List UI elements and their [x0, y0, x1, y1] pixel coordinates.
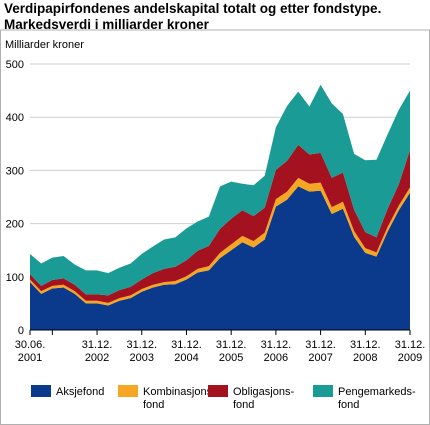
legend-label: Aksjefond	[56, 386, 104, 398]
legend-label: Pengemarkeds-	[338, 386, 416, 398]
x-tick-label: 31.12.	[126, 339, 157, 351]
area-pengemarkedsfond	[30, 84, 410, 296]
chart-title: Verdipapirfondenes andelskapital totalt …	[4, 1, 428, 33]
x-tick-label: 2007	[308, 352, 332, 364]
x-tick-label: 31.12.	[82, 339, 113, 351]
y-tick-label: 0	[18, 325, 24, 337]
x-tick-label: 31.12.	[261, 339, 292, 351]
legend-swatch	[118, 385, 138, 397]
legend-swatch	[313, 385, 333, 397]
x-tick-label: 2008	[353, 352, 377, 364]
legend: Aksjefond Kombinasjons-fondObligasjons-fo…	[31, 385, 416, 411]
legend-swatch	[31, 385, 51, 397]
axes	[29, 329, 411, 335]
y-tick-label: 100	[6, 272, 24, 284]
x-tick-label: 31.12.	[171, 339, 202, 351]
legend-label: fond	[233, 399, 254, 411]
legend-label: Obligasjons-	[233, 386, 294, 398]
y-axis-label: Milliarder kroner	[5, 39, 84, 51]
chart-title-line1: Verdipapirfondenes andelskapital totalt …	[4, 1, 382, 16]
x-tick-label: 31.12.	[305, 339, 336, 351]
legend-label: fond	[338, 399, 359, 411]
x-tick-label: 2006	[264, 352, 288, 364]
x-tick-label: 2009	[398, 352, 422, 364]
x-tick-label: 2003	[130, 352, 154, 364]
x-tick-label: 31.12.	[216, 339, 247, 351]
y-tick-label: 200	[6, 219, 24, 231]
y-tick-label: 300	[6, 165, 24, 177]
y-tick-label: 400	[6, 112, 24, 124]
area-obligasjonsfond	[30, 144, 410, 303]
area-series	[30, 84, 410, 330]
legend-label: fond	[143, 399, 164, 411]
legend-label: Kombinasjons-	[143, 386, 216, 398]
x-tick-label: 2002	[85, 352, 109, 364]
y-tick-labels: 0 100 200 300 400 500	[6, 59, 24, 337]
x-tick-label: 2004	[174, 352, 198, 364]
x-tick-label: 30.06.	[15, 339, 46, 351]
x-tick-label: 2001	[18, 352, 42, 364]
x-tick-label: 31.12.	[350, 339, 381, 351]
y-tick-label: 500	[6, 59, 24, 71]
x-tick-label: 2005	[219, 352, 243, 364]
x-tick-labels: 30.06.200131.12.200231.12.200331.12.2004…	[15, 339, 426, 364]
chart-title-line2: Markedsverdi i milliarder kroner	[4, 17, 209, 32]
x-tick-label: 31.12.	[395, 339, 426, 351]
legend-swatch	[208, 385, 228, 397]
